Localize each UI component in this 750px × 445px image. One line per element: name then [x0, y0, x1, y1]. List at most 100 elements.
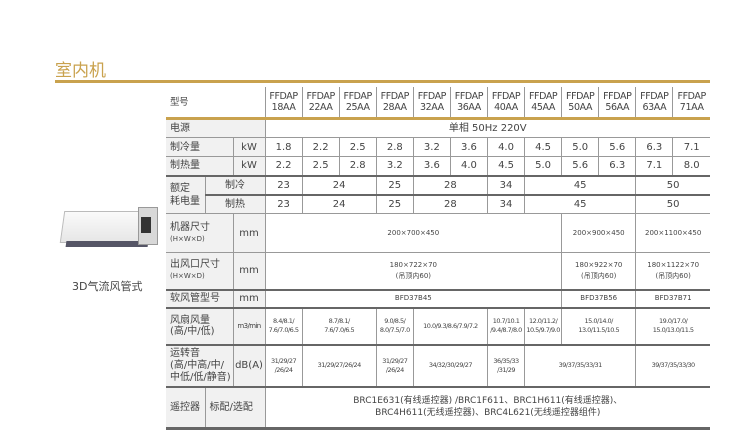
value: 24 — [301, 193, 377, 214]
value: 5.6 — [561, 156, 600, 176]
rated-heating-label: 制热 — [204, 193, 266, 214]
value: 2.8 — [375, 137, 414, 157]
value: 3.2 — [412, 137, 451, 157]
value: BFD37B56 — [561, 288, 637, 308]
note: (吊顶内60) — [395, 271, 432, 280]
remote-line: BRC1E631(有线遥控器) /BRC1F611、BRC1H611(有线遥控器… — [353, 396, 623, 407]
dimensions-row: 机器尺寸 (H×W×D) mm 200×700×450 200×900×450 2… — [166, 213, 710, 253]
value: 4.5 — [524, 137, 563, 157]
airflow-row: 风扇风量 (高/中/低) m3/min 8.4/8.1/ 7.6/7.0/6.5 … — [166, 306, 710, 345]
value: 180×1122×70 (吊顶内60) — [635, 252, 710, 290]
label: 机器尺寸 — [170, 221, 210, 233]
duct-row: 软风管型号 mm BFD37B45 BFD37B56 BFD37B71 — [166, 288, 710, 308]
note: (吊顶内60) — [655, 271, 691, 280]
noise-row: 运转音 (高/中高/中/中低/低/静音) dB(A) 31/29/27 /26/2… — [166, 343, 710, 387]
sublabel: (高/中/低) — [170, 326, 215, 337]
value: 8.0 — [672, 156, 710, 176]
power-value: 单相 50Hz 220V — [264, 117, 710, 138]
value: 200×900×450 — [561, 213, 637, 253]
duct-label: 软风管型号 — [166, 288, 234, 308]
value: BFD37B45 — [264, 288, 563, 308]
unit: mm — [232, 252, 266, 290]
value: 12.0/11.2/ 10.5/9.7/9.0 — [524, 306, 563, 345]
model-label: 型号 — [166, 87, 266, 119]
value: 4.0 — [486, 137, 526, 157]
model: FFDAP 22AA — [301, 87, 340, 119]
size: 180×1122×70 — [647, 260, 700, 269]
unit: dB(A) — [232, 343, 266, 387]
value: 25 — [375, 174, 414, 195]
unit: kW — [232, 156, 266, 176]
size: 180×722×70 — [389, 260, 437, 269]
rated-label-1: 额定 — [170, 182, 190, 194]
note: (吊顶内60) — [581, 271, 617, 280]
value: 31/29/27/26/24 — [301, 343, 377, 387]
label: 风扇风量 — [170, 315, 210, 326]
cooling-capacity-row: 制冷量 kW 1.8 2.2 2.5 2.8 3.2 3.6 4.0 4.5 5… — [166, 137, 710, 157]
section-title: 室内机 — [55, 61, 106, 81]
value: 7.1 — [672, 137, 710, 157]
value: 34 — [486, 193, 526, 214]
value: 4.0 — [449, 156, 488, 176]
rated-power-label: 额定 耗电量 — [166, 174, 206, 214]
title-divider — [55, 80, 710, 83]
model: FFDAP 36AA — [449, 87, 488, 119]
value: 23 — [264, 193, 303, 214]
value: 10.0/9.3/8.6/7.9/7.2 — [412, 306, 488, 345]
model: FFDAP 63AA — [635, 87, 674, 119]
noise-label: 运转音 (高/中高/中/中低/低/静音) — [166, 343, 234, 387]
sublabel: (H×W×D) — [170, 272, 205, 281]
value: 7.1 — [635, 156, 674, 176]
value: 34/32/30/29/27 — [412, 343, 488, 387]
value: 3.6 — [412, 156, 451, 176]
value: 3.6 — [449, 137, 488, 157]
value: 2.5 — [338, 137, 377, 157]
model: FFDAP 18AA — [264, 87, 303, 119]
value: 4.5 — [486, 156, 526, 176]
sublabel: (高/中高/中/ — [170, 359, 225, 371]
cooling-capacity-label: 制冷量 — [166, 137, 234, 157]
size: 180×922×70 — [575, 260, 623, 269]
rated-label-2: 耗电量 — [170, 195, 200, 207]
value: 3.2 — [375, 156, 414, 176]
unit: mm — [232, 288, 266, 308]
model: FFDAP 71AA — [672, 87, 710, 119]
value: 1.8 — [264, 137, 303, 157]
label: 出风口尺寸 — [170, 259, 220, 271]
value: 28 — [412, 193, 488, 214]
value: 25 — [375, 193, 414, 214]
remote-sublabel: 标配/选配 — [204, 385, 266, 430]
value: 10.7/10.1 /9.4/8.7/8.0 — [486, 306, 526, 345]
value: 31/29/27 /26/24 — [375, 343, 414, 387]
power-row: 电源 单相 50Hz 220V — [166, 117, 710, 138]
value: 28 — [412, 174, 488, 195]
model: FFDAP 40AA — [486, 87, 526, 119]
heating-capacity-row: 制热量 kW 2.2 2.5 2.8 3.2 3.6 4.0 4.5 5.0 5… — [166, 156, 710, 176]
model: FFDAP 50AA — [561, 87, 600, 119]
outlet-row: 出风口尺寸 (H×W×D) mm 180×722×70 (吊顶内60) 180×92… — [166, 252, 710, 290]
value: 5.6 — [598, 137, 637, 157]
spec-table: 型号 FFDAP 18AA FFDAP 22AA FFDAP 25AA FFDA… — [166, 87, 710, 430]
remote-line: BRC4H611(无线遥控器)、BRC4L621(无线遥控器组件) — [375, 408, 601, 419]
product-name: 3D气流风管式 — [72, 280, 143, 293]
value: 5.0 — [561, 137, 600, 157]
value: 2.8 — [338, 156, 377, 176]
model: FFDAP 25AA — [338, 87, 377, 119]
value: 9.0/8.5/ 8.0/7.5/7.0 — [375, 306, 414, 345]
model: FFDAP 45AA — [524, 87, 563, 119]
value: BFD37B71 — [635, 288, 710, 308]
value: 2.5 — [301, 156, 340, 176]
unit: mm — [232, 213, 266, 253]
value: 15.0/14.0/ 13.0/11.5/10.5 — [561, 306, 637, 345]
model: FFDAP 32AA — [412, 87, 451, 119]
airflow-label: 风扇风量 (高/中/低) — [166, 306, 234, 345]
value: 8.4/8.1/ 7.6/7.0/6.5 — [264, 306, 303, 345]
value: 180×722×70 (吊顶内60) — [264, 252, 563, 290]
value: 200×1100×450 — [635, 213, 710, 253]
value: 5.0 — [524, 156, 563, 176]
value: 39/37/35/33/31 — [524, 343, 637, 387]
value: 2.2 — [301, 137, 340, 157]
rated-power-heating-row: 制热 23 24 25 28 34 45 50 — [166, 193, 710, 214]
remote-value: BRC1E631(有线遥控器) /BRC1F611、BRC1H611(有线遥控器… — [264, 385, 710, 430]
product-image — [58, 203, 158, 255]
